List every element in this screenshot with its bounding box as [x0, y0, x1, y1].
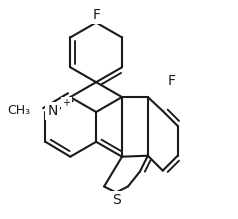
Text: F: F	[168, 74, 176, 88]
Text: N: N	[47, 104, 58, 118]
Text: CH₃: CH₃	[7, 104, 30, 117]
Text: +: +	[62, 98, 70, 108]
Text: F: F	[92, 8, 100, 22]
Text: S: S	[112, 193, 120, 207]
